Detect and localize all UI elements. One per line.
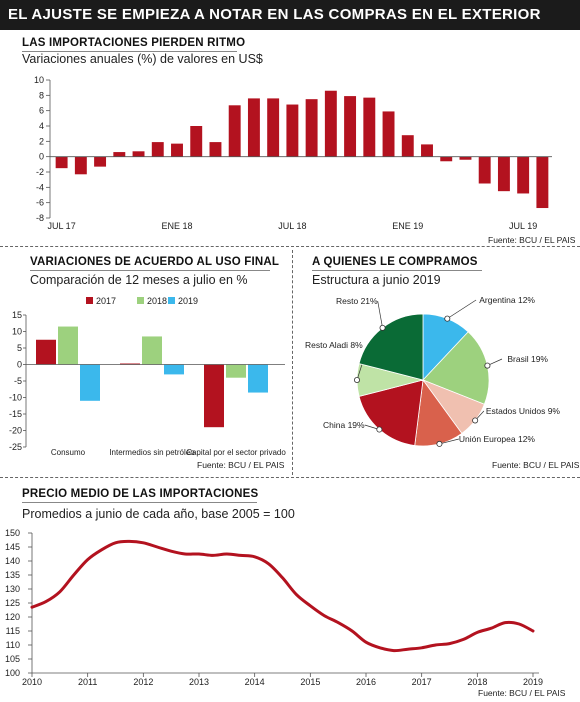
price-x-tick-label: 2010 [22, 677, 42, 687]
price-y-tick-label: 110 [6, 640, 20, 650]
price-x-tick-label: 2015 [300, 677, 320, 687]
price-x-tick-label: 2019 [523, 677, 543, 687]
price-x-tick-label: 2014 [245, 677, 265, 687]
price-y-tick-label: 120 [5, 612, 20, 622]
price-y-tick-label: 135 [5, 570, 20, 580]
price-source: Fuente: BCU / EL PAIS [478, 688, 565, 698]
price-y-tick-label: 140 [5, 556, 20, 566]
price-x-tick-label: 2013 [189, 677, 209, 687]
price-y-tick-label: 115 [6, 626, 20, 636]
price-y-tick-label: 130 [5, 584, 20, 594]
price-y-tick-label: 145 [5, 542, 20, 552]
price-x-tick-label: 2011 [78, 677, 97, 687]
price-y-tick-label: 105 [5, 654, 20, 664]
price-x-tick-label: 2016 [356, 677, 376, 687]
price-y-tick-label: 125 [5, 598, 20, 608]
price-x-tick-label: 2012 [133, 677, 153, 687]
price-x-tick-label: 2017 [412, 677, 432, 687]
price-y-tick-label: 150 [5, 528, 20, 538]
price-x-tick-label: 2018 [467, 677, 487, 687]
price-y-tick-label: 100 [5, 668, 20, 678]
price-line-series [32, 541, 533, 650]
